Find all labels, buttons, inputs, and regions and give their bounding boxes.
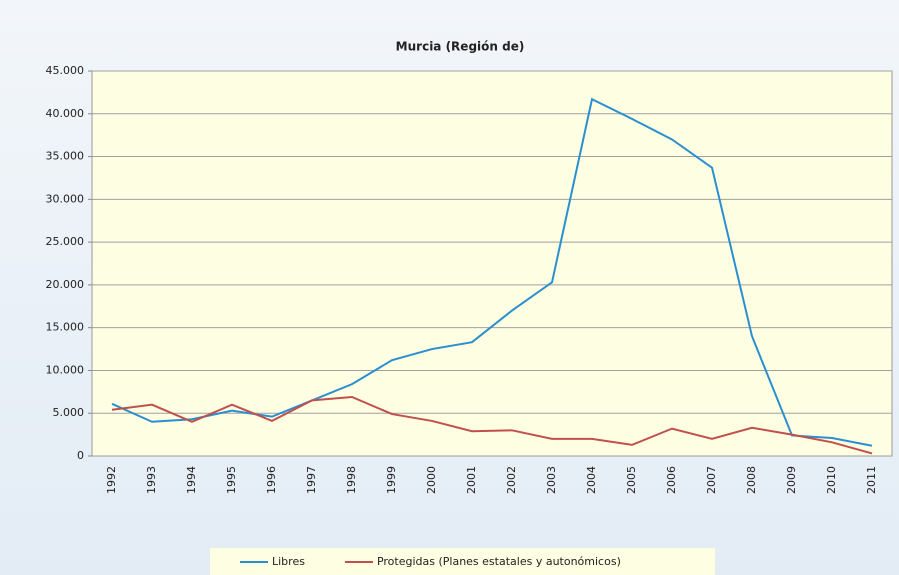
x-tick-label: 2009	[785, 466, 798, 494]
x-tick-label: 1998	[345, 466, 358, 494]
x-tick-label: 2002	[505, 466, 518, 494]
series-line	[111, 395, 873, 455]
x-tick-label: 2011	[865, 466, 878, 494]
y-tick-label: 35.000	[46, 150, 85, 163]
x-tick-label: 2003	[545, 466, 558, 494]
y-tick-label: 20.000	[46, 278, 85, 291]
x-tick-label: 1997	[305, 466, 318, 494]
plot-area	[91, 70, 893, 457]
y-tick-label: 40.000	[46, 107, 85, 120]
y-tick-label: 5.000	[53, 406, 85, 419]
x-tick-label: 2005	[625, 466, 638, 494]
x-tick-label: 2001	[465, 466, 478, 494]
x-tick-label: 1993	[145, 466, 158, 494]
x-tick-label: 1996	[265, 466, 278, 494]
y-tick-label: 15.000	[46, 321, 85, 334]
legend	[210, 548, 715, 575]
y-tick-label: 25.000	[46, 235, 85, 248]
y-tick-label: 0	[77, 449, 84, 462]
legend-label: Protegidas (Planes estatales y autonómic…	[377, 555, 621, 568]
y-tick-label: 10.000	[46, 363, 85, 376]
x-tick-label: 2006	[665, 466, 678, 494]
x-tick-label: 2010	[825, 466, 838, 494]
y-tick-label: 30.000	[46, 192, 85, 205]
x-tick-label: 1992	[105, 466, 118, 494]
x-tick-label: 2000	[425, 466, 438, 494]
x-tick-label: 2008	[745, 466, 758, 494]
x-tick-label: 2007	[705, 466, 718, 494]
x-tick-label: 1994	[185, 466, 198, 494]
x-tick-label: 1995	[225, 466, 238, 494]
legend-label: Libres	[272, 555, 305, 568]
y-tick-label: 45.000	[46, 64, 85, 77]
x-tick-label: 1999	[385, 466, 398, 494]
x-tick-label: 2004	[585, 466, 598, 494]
series-line	[111, 97, 873, 447]
chart-title: Murcia (Región de)	[396, 40, 525, 54]
